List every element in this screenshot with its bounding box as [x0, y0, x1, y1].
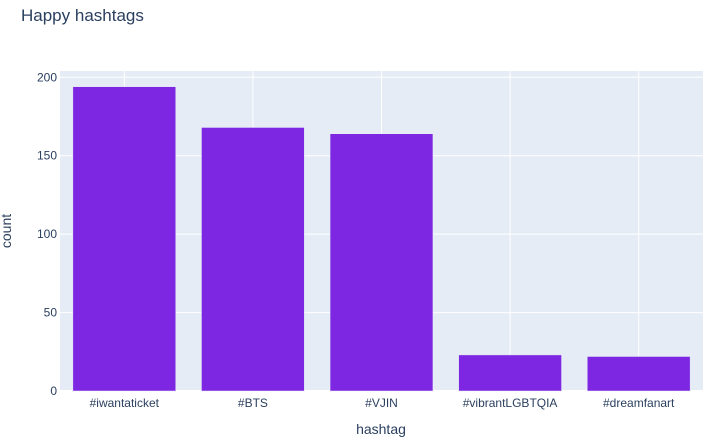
y-axis-title: count: [0, 214, 14, 248]
x-tick-label: #vibrantLGBTQIA: [463, 396, 558, 410]
y-tick-label: 0: [50, 384, 57, 398]
bar[interactable]: [458, 354, 562, 392]
x-tick-label: #iwantaticket: [90, 396, 160, 410]
x-tick-label: #dreamfanart: [603, 396, 675, 410]
y-tick-label: 200: [37, 70, 57, 84]
bar[interactable]: [72, 86, 176, 392]
bar[interactable]: [587, 356, 691, 392]
y-tick-labels: 0 50 100 150 200: [37, 70, 57, 398]
x-tick-label: #VJIN: [365, 396, 398, 410]
x-tick-labels: #iwantaticket #BTS #VJIN #vibrantLGBTQIA #dr…: [90, 396, 675, 410]
x-tick-label: #BTS: [238, 396, 268, 410]
bar[interactable]: [201, 127, 305, 392]
bar[interactable]: [329, 133, 434, 392]
bars: [72, 86, 691, 392]
y-tick-label: 50: [44, 306, 58, 320]
y-tick-label: 100: [37, 227, 57, 241]
x-axis-title: hashtag: [356, 421, 406, 437]
y-tick-label: 150: [37, 149, 57, 163]
chart-title: Happy hashtags: [21, 6, 144, 25]
